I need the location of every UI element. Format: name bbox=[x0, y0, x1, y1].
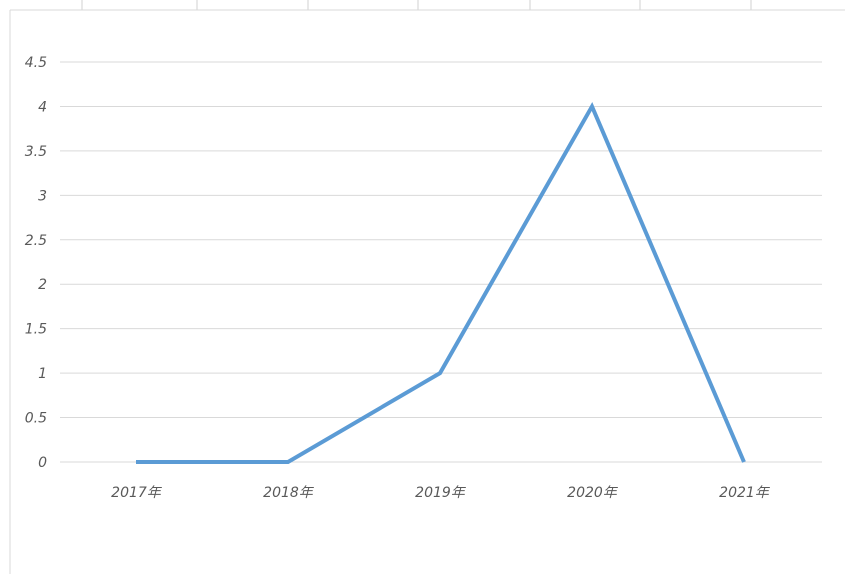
x-tick-label: 2017年 bbox=[111, 485, 163, 501]
x-tick-label: 2021年 bbox=[719, 485, 771, 501]
y-tick-label: 3 bbox=[38, 188, 47, 204]
y-tick-label: 0.5 bbox=[25, 411, 47, 427]
top-ruler-strip bbox=[81, 0, 752, 10]
y-tick-label: 0 bbox=[38, 455, 47, 471]
y-axis-tick-labels: 0 0.5 1 1.5 2 2.5 3 3.5 4 4.5 bbox=[25, 55, 47, 471]
x-axis-tick-labels: 2017年 2018年 2019年 2020年 2021年 bbox=[111, 485, 771, 501]
y-tick-label: 1 bbox=[38, 366, 47, 382]
line-series bbox=[135, 101, 746, 464]
y-tick-label: 3.5 bbox=[25, 144, 47, 160]
y-tick-label: 2 bbox=[38, 277, 47, 293]
x-tick-label: 2019年 bbox=[415, 485, 467, 501]
y-tick-label: 4 bbox=[38, 99, 47, 115]
x-tick-label: 2020年 bbox=[567, 485, 619, 501]
y-tick-label: 2.5 bbox=[25, 233, 47, 249]
y-tick-label: 4.5 bbox=[25, 55, 47, 71]
y-tick-label: 1.5 bbox=[25, 322, 47, 338]
x-tick-label: 2018年 bbox=[263, 485, 315, 501]
y-gridlines bbox=[60, 61, 822, 463]
